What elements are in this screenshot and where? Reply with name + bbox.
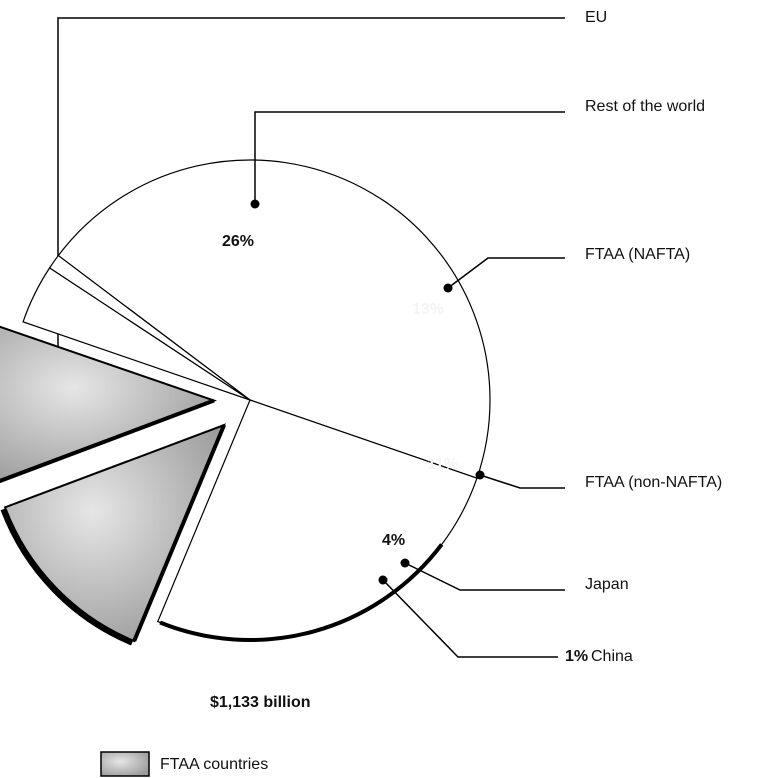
leader-line — [57, 17, 565, 355]
leader-dot — [475, 470, 485, 480]
value-label: 4% — [382, 532, 405, 549]
leader-line — [254, 111, 565, 204]
slice-edge — [0, 398, 215, 484]
category-label: FTAA (non-NAFTA) — [585, 474, 722, 491]
slice-edge — [0, 508, 133, 646]
category-label: Rest of the world — [585, 98, 705, 115]
slice-edge — [132, 424, 226, 642]
leader-line — [382, 579, 558, 658]
pie-slice — [3, 423, 226, 643]
leader-line — [479, 474, 565, 489]
value-label: 11% — [427, 456, 458, 473]
chart-title: $1,133 billion — [210, 694, 310, 711]
leader-line — [447, 257, 565, 289]
leader-dot — [400, 558, 410, 568]
category-label: China — [591, 648, 633, 665]
category-label: FTAA (NAFTA) — [585, 246, 690, 263]
leader-dot — [443, 283, 453, 293]
pie-slice — [48, 254, 251, 401]
pie-slice — [57, 159, 491, 479]
leader-dot — [378, 575, 388, 585]
value-label: 26% — [222, 233, 254, 250]
rim — [159, 543, 444, 642]
legend-label: FTAA countries — [160, 756, 268, 773]
category-label: Japan — [585, 576, 629, 593]
leader-line — [404, 562, 565, 591]
pie-slice — [0, 325, 217, 483]
leader-dot — [250, 199, 260, 209]
category-label: EU — [585, 9, 607, 26]
legend-swatch — [100, 751, 150, 777]
value-label: 13% — [412, 301, 444, 318]
value-label: 1% — [565, 648, 588, 665]
